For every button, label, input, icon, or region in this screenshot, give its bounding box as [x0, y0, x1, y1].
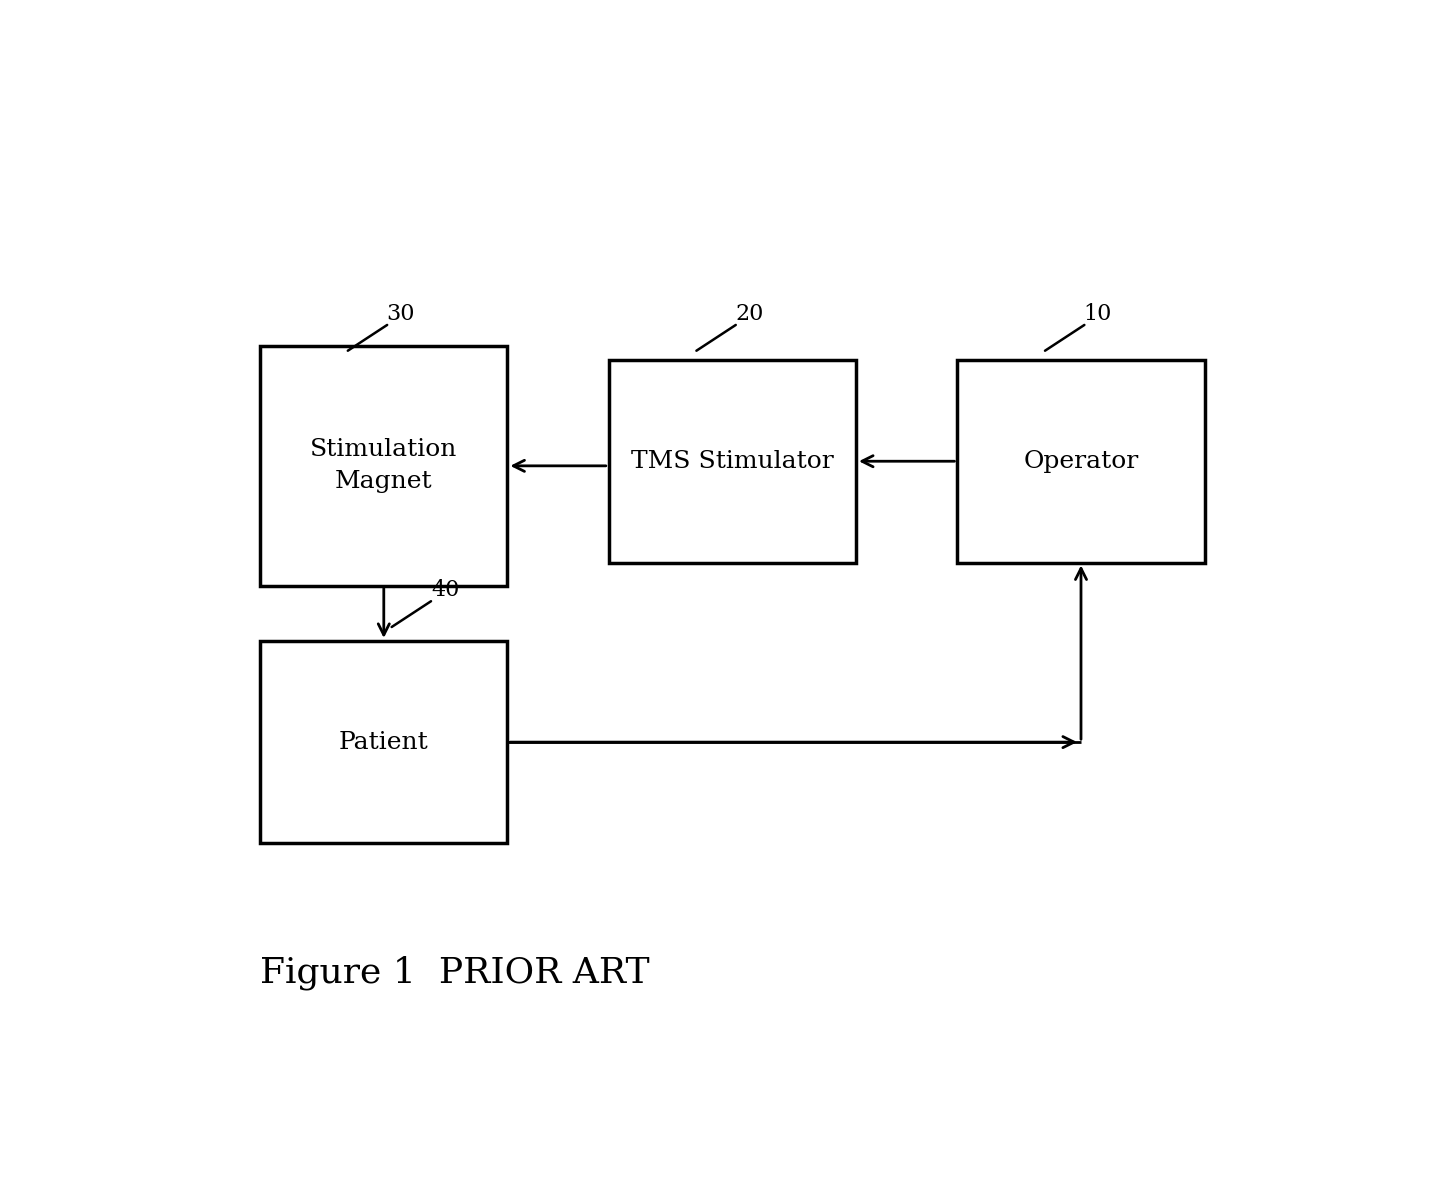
Text: Patient: Patient — [340, 731, 428, 753]
Text: 30: 30 — [386, 303, 415, 325]
Text: 10: 10 — [1084, 303, 1111, 325]
Text: Operator: Operator — [1023, 450, 1139, 472]
Text: 40: 40 — [431, 579, 460, 602]
Bar — [260, 641, 508, 843]
Text: Stimulation
Magnet: Stimulation Magnet — [311, 439, 457, 493]
Text: TMS Stimulator: TMS Stimulator — [631, 450, 834, 472]
Bar — [260, 346, 508, 586]
Bar — [609, 360, 856, 562]
Text: Figure 1  PRIOR ART: Figure 1 PRIOR ART — [260, 956, 650, 989]
Bar — [958, 360, 1204, 562]
Text: 20: 20 — [736, 303, 763, 325]
